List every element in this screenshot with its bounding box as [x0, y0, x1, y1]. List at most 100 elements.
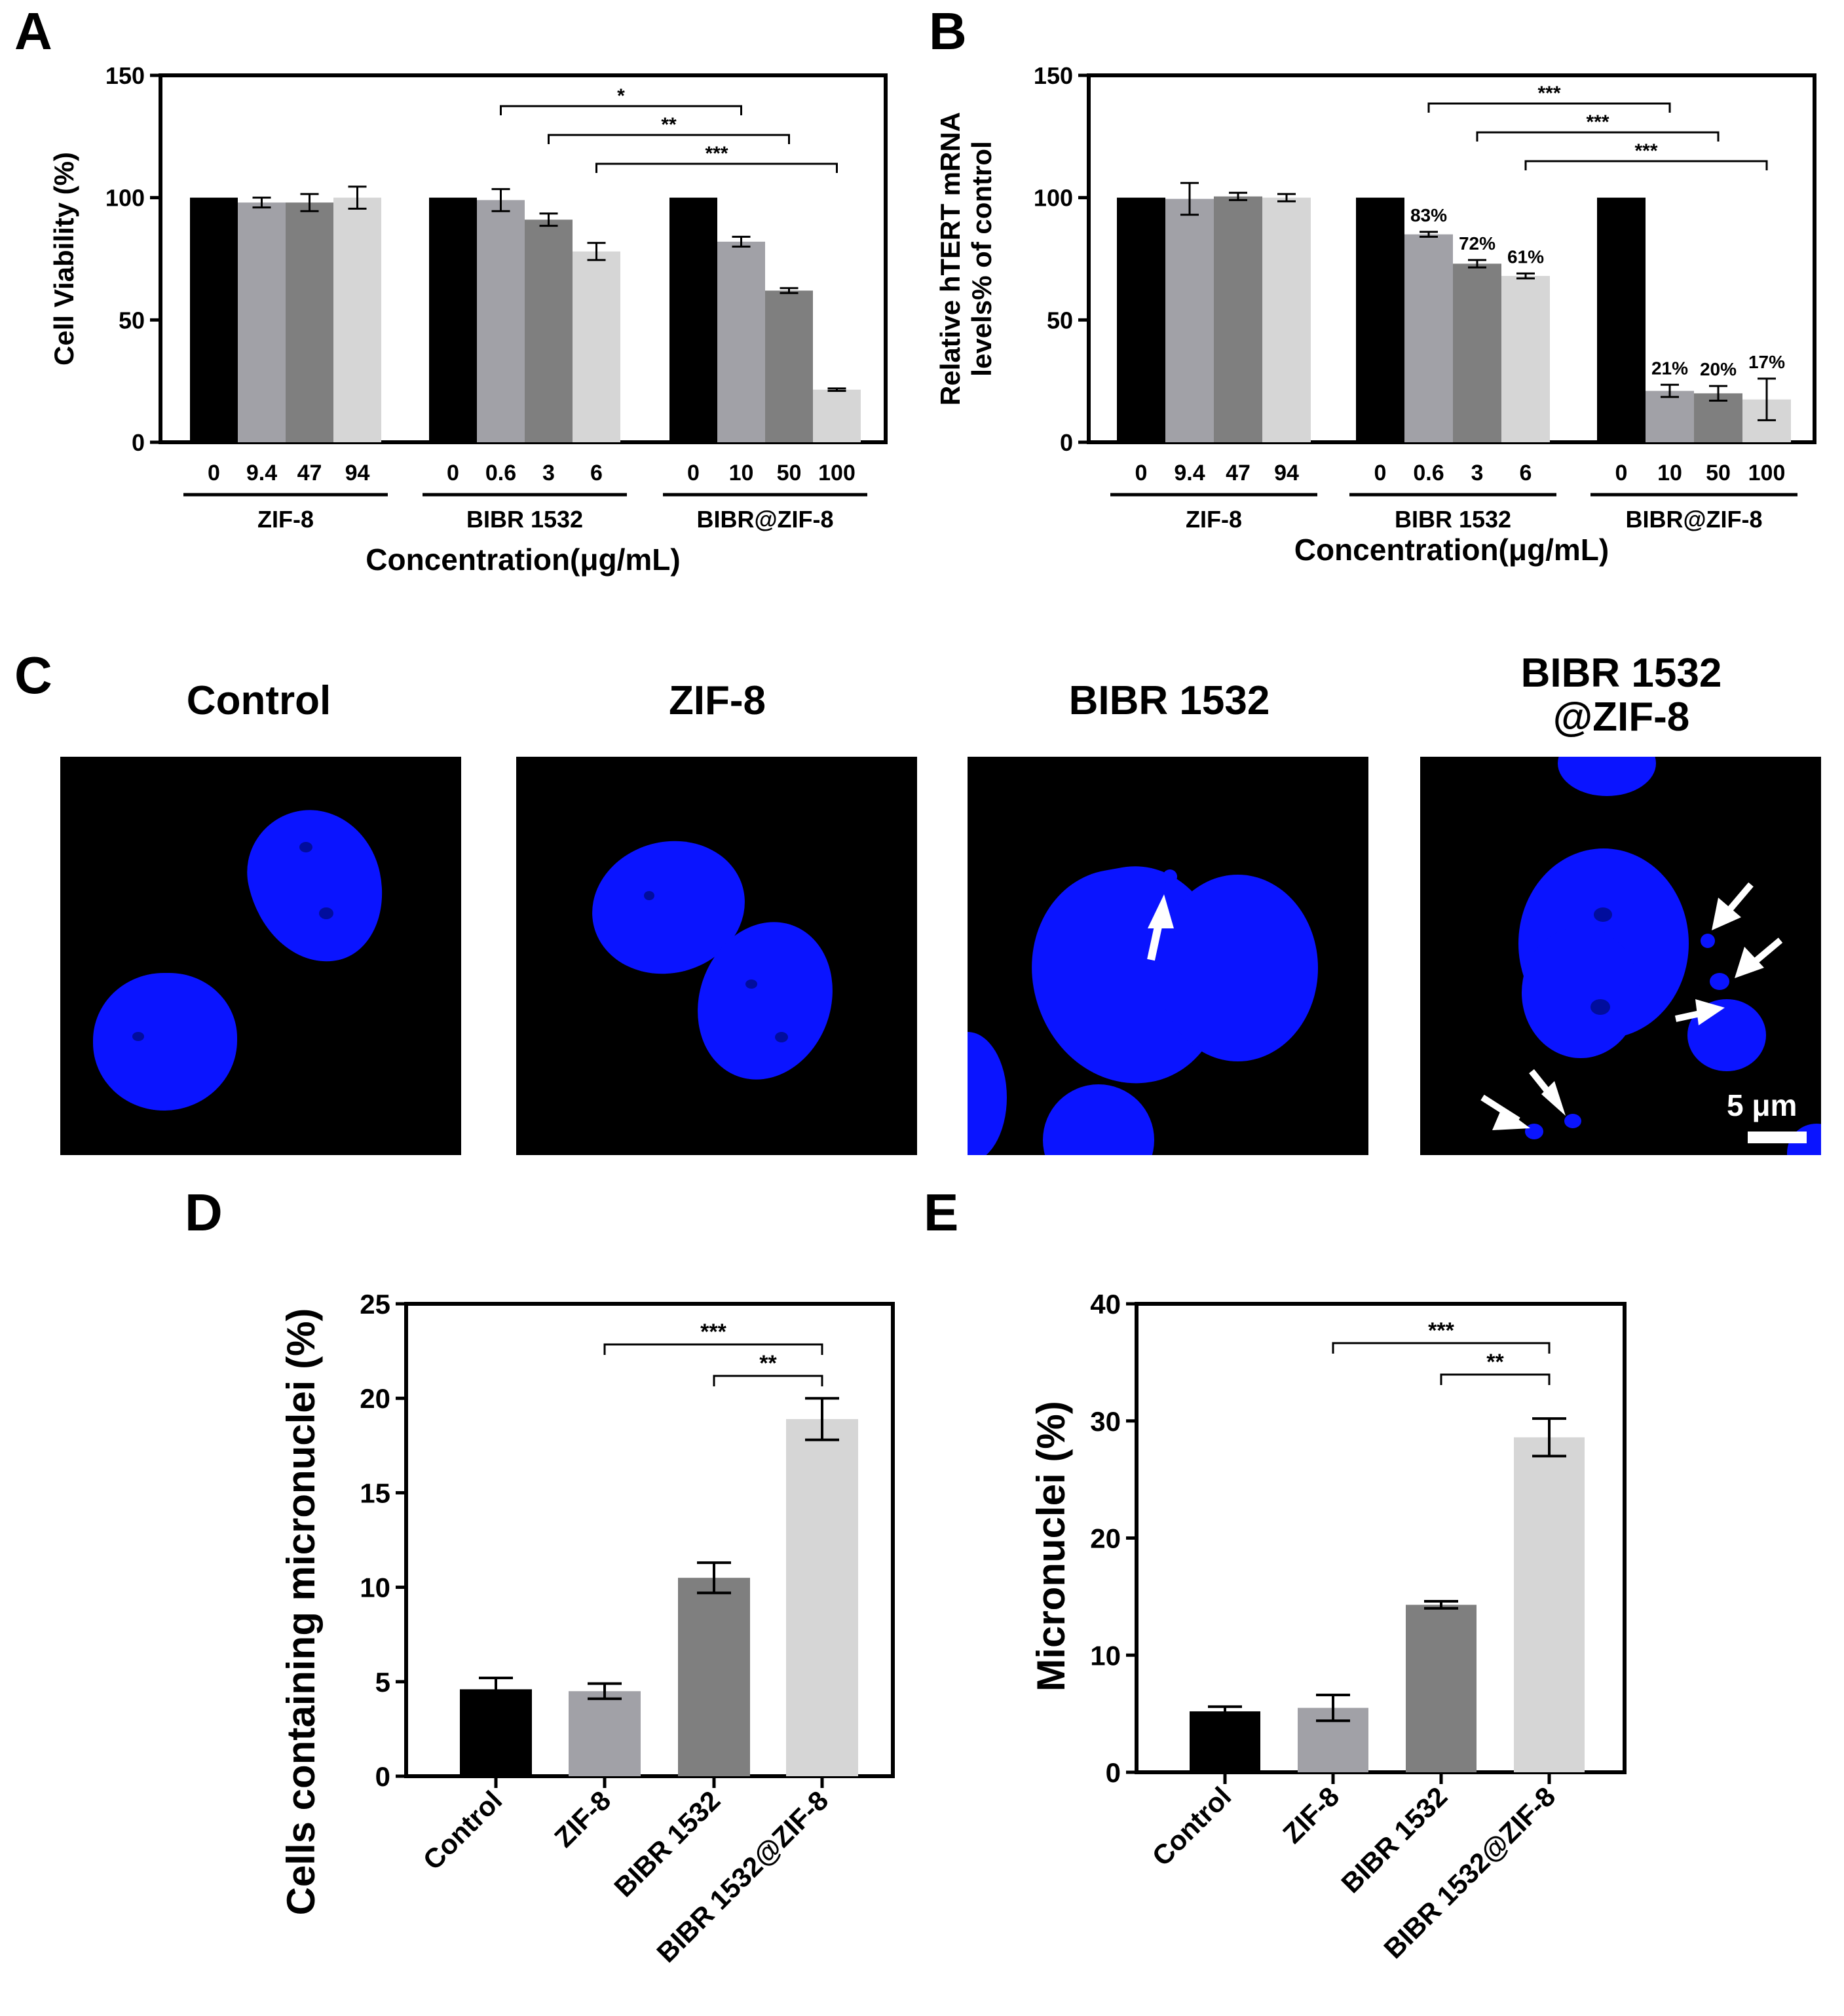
- significance-stars: ***: [1537, 83, 1560, 104]
- bar-value-label: 17%: [1748, 352, 1785, 372]
- y-tick-label: 50: [119, 307, 145, 333]
- significance-bracket: [713, 1375, 823, 1386]
- nucleus: [235, 797, 396, 976]
- bar: [286, 202, 333, 442]
- bar: [1214, 196, 1262, 442]
- bar: [1514, 1437, 1585, 1772]
- y-tick-label: 0: [375, 1761, 390, 1792]
- x-tick-label: Control: [417, 1785, 508, 1876]
- x-tick-label: 94: [345, 461, 370, 485]
- x-tick-label: 0: [687, 461, 700, 485]
- x-tick-label: 94: [1274, 461, 1299, 485]
- micrograph-title-bibr: BIBR 1532: [1068, 678, 1270, 723]
- x-tick-label: 0.6: [1413, 461, 1444, 485]
- y-tick-label: 25: [360, 1289, 390, 1320]
- nucleolus: [644, 891, 654, 900]
- x-tick-label: ZIF-8: [548, 1785, 616, 1853]
- bar: [1453, 263, 1501, 442]
- nucleolus: [132, 1032, 144, 1041]
- x-tick-label: 9.4: [1174, 461, 1205, 485]
- group-label: BIBR 1532: [466, 506, 583, 533]
- significance-bracket: [1476, 131, 1720, 142]
- bar: [678, 1578, 750, 1776]
- x-tick-label: 6: [590, 461, 603, 485]
- bar: [190, 197, 238, 442]
- x-tick-label: BIBR 1532: [608, 1785, 726, 1903]
- bar: [573, 251, 620, 442]
- significance-stars: ***: [1634, 140, 1657, 162]
- significance-stars: **: [759, 1351, 777, 1376]
- nucleolus: [775, 1032, 788, 1042]
- x-tick-label: ZIF-8: [1277, 1781, 1345, 1849]
- scale-bar-label: 5 μm: [1727, 1088, 1797, 1122]
- micronucleus: [1710, 973, 1729, 990]
- bar: [717, 241, 765, 442]
- bar-value-label: 72%: [1459, 233, 1496, 254]
- micrograph-title-bibr-zif8-line1: BIBR 1532: [1520, 651, 1722, 696]
- bar-value-label: 83%: [1410, 205, 1447, 225]
- x-tick-label: 0: [1615, 461, 1628, 485]
- bar: [1190, 1711, 1260, 1772]
- micronucleus: [1163, 869, 1177, 884]
- bar: [429, 197, 477, 442]
- x-tick-label: 0.6: [485, 461, 516, 485]
- micrograph-title-zif8: ZIF-8: [668, 678, 766, 723]
- significance-bracket: [1332, 1342, 1551, 1354]
- x-tick-label: Control: [1146, 1781, 1237, 1872]
- significance-stars: *: [617, 85, 625, 107]
- chart-e: 0 10 20 30 40 Micronuclei (%) Control ZIF-8BIBR…: [1029, 1289, 1627, 1964]
- micronucleus: [1564, 1114, 1581, 1128]
- x-tick-label: 47: [297, 461, 322, 485]
- y-tick-label: 10: [1090, 1640, 1121, 1671]
- bar-value-label: 61%: [1507, 246, 1544, 267]
- y-axis-title: Cell Viability (%): [48, 152, 79, 366]
- y-axis-title: Micronuclei (%): [1029, 1401, 1073, 1691]
- y-axis-title: Cells containing micronuclei (%): [279, 1308, 323, 1916]
- nucleolus: [1590, 999, 1610, 1015]
- bar: [1356, 197, 1404, 442]
- bar: [460, 1689, 532, 1776]
- x-tick-label: 10: [1657, 461, 1682, 485]
- y-tick-label: 20: [1090, 1523, 1121, 1554]
- x-tick-label: 50: [777, 461, 802, 485]
- bar: [1646, 390, 1694, 442]
- significance-stars: ***: [1428, 1318, 1454, 1343]
- panel-label-d: D: [185, 1183, 223, 1242]
- significance-bracket: [500, 105, 742, 115]
- x-tick-label: 3: [1471, 461, 1484, 485]
- y-tick-label: 50: [1047, 307, 1073, 333]
- bar: [669, 197, 717, 442]
- arrow-icon: [1147, 894, 1174, 961]
- nucleolus: [1594, 907, 1612, 922]
- significance-stars: ***: [1586, 111, 1609, 133]
- bar: [1597, 197, 1646, 442]
- group-label: ZIF-8: [1186, 506, 1242, 533]
- x-tick-label: BIBR 1532: [1335, 1781, 1453, 1899]
- y-tick-label: 150: [105, 62, 145, 89]
- significance-stars: **: [661, 114, 677, 136]
- group-label: BIBR@ZIF-8: [696, 506, 833, 533]
- bar: [1117, 197, 1165, 442]
- x-tick-label: 6: [1520, 461, 1532, 485]
- x-axis-title: Concentration(μg/mL): [366, 542, 680, 577]
- y-tick-label: 0: [1060, 429, 1073, 456]
- panel-label-a: A: [14, 2, 52, 60]
- x-tick-label: 100: [818, 461, 856, 485]
- nucleolus: [319, 907, 333, 919]
- y-axis-title: Relative hTERT mRNAlevels% of control: [935, 112, 997, 406]
- significance-bracket: [548, 134, 790, 144]
- y-tick-label: 40: [1090, 1289, 1121, 1320]
- micrograph-bibr: [968, 757, 1368, 1155]
- scale-bar: [1748, 1132, 1807, 1143]
- nucleus: [1157, 875, 1318, 1061]
- significance-bracket: [603, 1343, 823, 1355]
- micrograph-control: [60, 757, 461, 1155]
- significance-stars: **: [1486, 1350, 1504, 1375]
- micronucleus: [1525, 1124, 1543, 1139]
- nucleus: [93, 973, 237, 1111]
- x-tick-label: 10: [729, 461, 754, 485]
- bar: [333, 197, 381, 442]
- group-label: BIBR 1532: [1395, 506, 1511, 533]
